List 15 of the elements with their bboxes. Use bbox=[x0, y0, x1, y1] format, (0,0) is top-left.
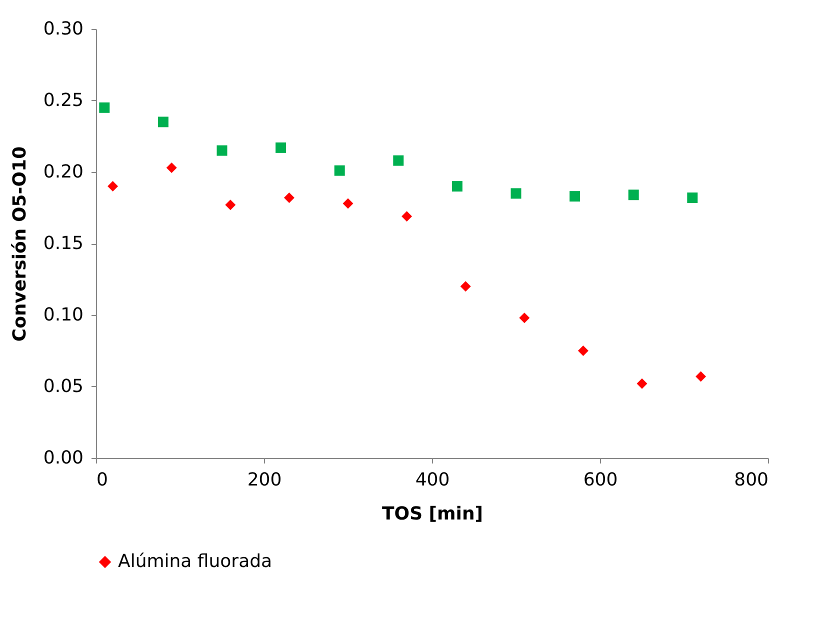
y-tick-label: 0.00 bbox=[43, 448, 84, 468]
y-tick-label: 0.15 bbox=[43, 233, 84, 254]
legend-label: Alúmina fluorada bbox=[118, 551, 272, 572]
x-tick-label: 800 bbox=[734, 470, 768, 490]
y-tick-label: 0.30 bbox=[43, 18, 84, 40]
y-tick-label: 0.20 bbox=[43, 162, 84, 182]
y-tick-label: 0.10 bbox=[43, 304, 84, 326]
x-tick-label: 600 bbox=[583, 470, 618, 490]
x-tick-label: 0 bbox=[96, 470, 108, 490]
x-tick-label: 400 bbox=[415, 470, 450, 490]
y-tick-label: 0.05 bbox=[43, 376, 84, 397]
y-axis-title: Conversión O5-O10 bbox=[9, 146, 30, 342]
x-tick-label: 200 bbox=[247, 470, 282, 490]
x-axis-title: TOS [min] bbox=[382, 504, 484, 524]
y-tick-label: 0.25 bbox=[43, 90, 84, 111]
